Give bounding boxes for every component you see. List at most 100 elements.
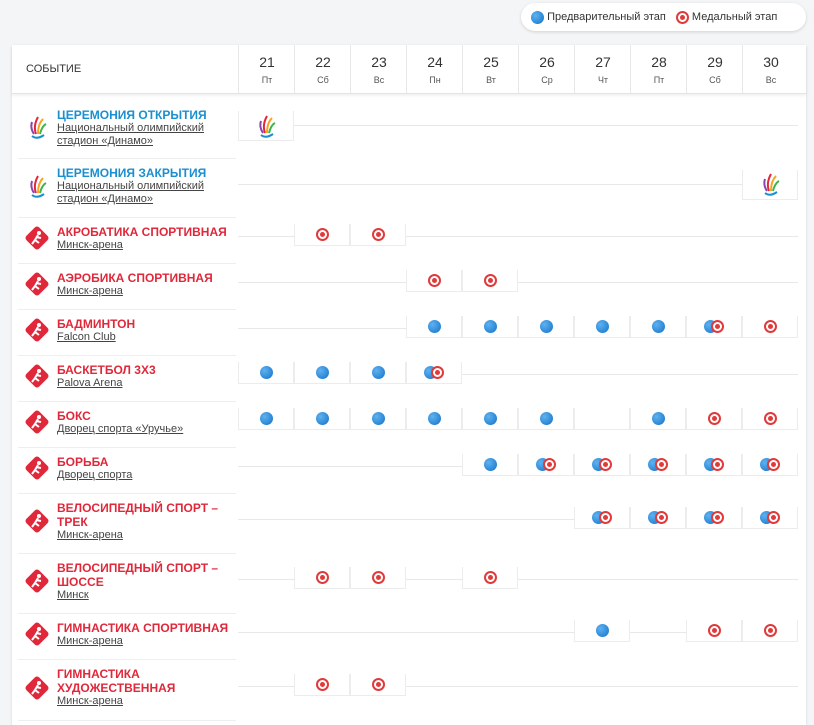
schedule-table: СОБЫТИЕ 21 Пт 22 Сб 23 Вс 24 Пн 25 Вт 26 Ср 27 Чт 28 Пт 2…	[12, 45, 806, 725]
timeline-line	[238, 579, 798, 580]
day-cell	[462, 567, 518, 589]
event-cell: БОКС Дворец спорта «Уручье»	[18, 401, 236, 448]
medal-marker	[711, 458, 724, 471]
medal-marker	[599, 458, 612, 471]
event-name: БОКС Дворец спорта «Уручье»	[57, 409, 232, 436]
day-cell	[462, 316, 518, 338]
day-cell	[574, 408, 630, 430]
medal-marker	[483, 274, 497, 287]
preliminary-marker	[651, 320, 665, 333]
preliminary-marker	[483, 458, 497, 471]
event-cell: БОРЬБА Дворец спорта	[18, 447, 236, 494]
event-venue: Минск-арена	[57, 529, 123, 541]
event-row: ГИМНАСТИКА СПОРТИВНАЯ Минск-арена	[12, 613, 806, 660]
day-number: 24	[427, 54, 443, 70]
weekday: Ср	[541, 75, 553, 85]
preliminary-marker	[315, 366, 329, 379]
preliminary-marker	[539, 412, 553, 425]
day-cell	[294, 673, 350, 696]
day-cell	[742, 620, 798, 642]
medal-marker	[427, 274, 441, 287]
weekday: Сб	[317, 75, 329, 85]
legend-item: Медальный этап	[675, 10, 777, 24]
weekday: Вс	[765, 75, 777, 85]
day-cell	[406, 316, 462, 338]
medal-marker	[483, 571, 497, 584]
medal-marker	[315, 228, 329, 241]
event-venue: Национальный олимпийский стадион «Динамо…	[57, 122, 204, 147]
preliminary-marker	[315, 412, 329, 425]
day-cell	[350, 567, 406, 589]
weekday: Чт	[597, 75, 609, 85]
event-row: БОРЬБА Дворец спорта	[12, 447, 806, 494]
day-number: 23	[371, 54, 387, 70]
day-cell	[630, 507, 686, 529]
medal-marker	[707, 412, 721, 425]
day-cell	[294, 224, 350, 246]
event-name: ЦЕРЕМОНИЯ ОТКРЫТИЯ Национальный олимпийск…	[57, 108, 232, 148]
day-cell	[238, 111, 294, 141]
event-cell: ВЕЛОСИПЕДНЫЙ СПОРТ – ТРЕК Минск-арена	[18, 493, 236, 554]
event-name: ВЕЛОСИПЕДНЫЙ СПОРТ – ТРЕК Минск-арена	[57, 501, 232, 542]
medal-marker	[543, 458, 556, 471]
event-row: БАСКЕТБОЛ 3Х3 Palova Arena	[12, 355, 806, 402]
day-cell	[406, 408, 462, 430]
event-icon	[24, 317, 50, 343]
day-cell	[742, 454, 798, 476]
event-title: ЦЕРЕМОНИЯ ЗАКРЫТИЯ	[57, 166, 207, 180]
timeline-line	[238, 183, 798, 185]
day-number: 30	[763, 54, 779, 70]
day-cell	[686, 316, 742, 338]
timeline-line	[238, 519, 798, 520]
event-cell: ЦЕРЕМОНИЯ ОТКРЫТИЯ Национальный олимпийск…	[18, 100, 236, 159]
day-number: 27	[595, 54, 611, 70]
day-cell	[518, 454, 574, 476]
event-title: БОКС	[57, 409, 91, 423]
preliminary-marker	[427, 412, 441, 425]
weekday: Пн	[429, 75, 441, 85]
medal-marker	[371, 677, 385, 691]
medal-marker	[431, 366, 444, 379]
day-cell	[574, 620, 630, 642]
preliminary-marker	[539, 320, 553, 333]
event-icon	[24, 455, 50, 481]
event-venue: Минск-арена	[57, 239, 123, 251]
event-icon	[24, 271, 50, 297]
event-cell: БАСКЕТБОЛ 3Х3 Palova Arena	[18, 355, 236, 402]
day-cell	[294, 408, 350, 430]
event-name: АЭРОБИКА СПОРТИВНАЯ Минск-арена	[57, 271, 232, 298]
event-name: ВЕЛОСИПЕДНЫЙ СПОРТ – ШОССЕ Минск	[57, 561, 232, 602]
day-cell	[574, 454, 630, 476]
medal-marker	[711, 511, 724, 524]
legend: Предварительный этап Медальный этап	[521, 3, 806, 31]
preliminary-marker	[595, 320, 609, 333]
event-icon	[24, 363, 50, 389]
event-venue: Минск-арена	[57, 285, 123, 297]
event-name: БОРЬБА Дворец спорта	[57, 455, 232, 482]
day-cell	[630, 454, 686, 476]
day-cell	[350, 673, 406, 696]
event-title: БАДМИНТОН	[57, 317, 136, 331]
day-cell	[686, 507, 742, 529]
medal-marker	[655, 458, 668, 471]
event-cell: ВЕЛОСИПЕДНЫЙ СПОРТ – ШОССЕ Минск	[18, 553, 236, 614]
day-header: 29 Сб	[686, 45, 743, 93]
day-header: 30 Вс	[742, 45, 799, 93]
event-icon	[24, 225, 50, 251]
day-cell	[686, 454, 742, 476]
preliminary-marker	[651, 412, 665, 425]
day-cell	[350, 362, 406, 384]
event-row: БОКС Дворец спорта «Уручье»	[12, 401, 806, 448]
day-cell	[406, 270, 462, 292]
event-icon	[24, 114, 50, 140]
event-icon	[24, 508, 50, 534]
event-venue: Минск-арена	[57, 695, 123, 707]
weekday: Сб	[709, 75, 721, 85]
medal-marker	[371, 228, 385, 241]
medal-marker	[767, 458, 780, 471]
event-title: ГИМНАСТИКА СПОРТИВНАЯ	[57, 621, 229, 635]
day-cell	[238, 362, 294, 384]
event-title: ВЕЛОСИПЕДНЫЙ СПОРТ – ТРЕК	[57, 501, 219, 529]
event-name: ГИМНАСТИКА СПОРТИВНАЯ Минск-арена	[57, 621, 232, 648]
